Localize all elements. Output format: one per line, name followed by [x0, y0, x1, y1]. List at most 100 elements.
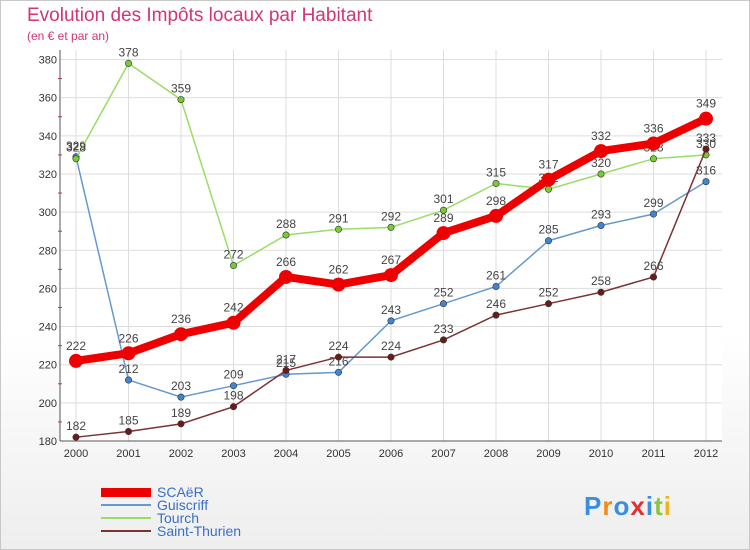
data-point-sca-r [594, 144, 608, 159]
data-point-sca-r [121, 346, 136, 361]
data-label-sca-r: 226 [118, 331, 138, 345]
data-point-saint-thurien [334, 353, 342, 361]
data-label-saint-thurien: 224 [381, 339, 401, 353]
x-tick-label: 2004 [274, 448, 298, 460]
data-point-tourch [177, 96, 185, 104]
data-point-sca-r [69, 353, 83, 368]
logo-letter: x [630, 491, 646, 521]
y-tick-label: 220 [39, 360, 57, 372]
data-label-sca-r: 262 [328, 263, 348, 277]
data-label-tourch: 328 [66, 141, 86, 155]
data-point-sca-r [489, 208, 503, 223]
data-label-sca-r: 349 [696, 97, 716, 111]
data-label-tourch: 315 [486, 166, 506, 180]
data-point-saint-thurien [597, 288, 605, 296]
data-point-guiscriff [492, 283, 500, 291]
data-point-guiscriff [334, 368, 342, 376]
data-label-guiscriff: 261 [486, 269, 506, 283]
data-label-tourch: 320 [591, 156, 611, 170]
data-label-sca-r: 266 [276, 255, 296, 269]
data-label-saint-thurien: 217 [276, 352, 296, 366]
legend-swatch [101, 504, 151, 506]
data-point-sca-r [226, 315, 241, 330]
logo-letter: i [645, 491, 655, 521]
data-point-saint-thurien [387, 353, 395, 361]
x-tick-label: 2008 [484, 448, 508, 460]
y-tick-label: 240 [39, 322, 57, 334]
legend-item: SCAëR [101, 484, 204, 500]
data-point-saint-thurien [72, 433, 80, 441]
data-label-saint-thurien: 252 [538, 286, 558, 300]
x-tick-label: 2009 [536, 448, 560, 460]
data-label-sca-r: 336 [643, 121, 663, 135]
legend-swatch [101, 517, 151, 519]
data-point-guiscriff [439, 300, 447, 308]
data-label-tourch: 288 [276, 217, 296, 231]
data-point-tourch [230, 262, 238, 270]
y-tick-label: 320 [39, 169, 57, 181]
y-tick-label: 200 [39, 398, 57, 410]
data-label-saint-thurien: 233 [433, 322, 453, 336]
data-label-tourch: 359 [171, 82, 191, 96]
data-label-guiscriff: 215 [276, 356, 296, 370]
data-label-sca-r: 242 [223, 301, 243, 315]
x-tick-label: 2002 [169, 448, 193, 460]
x-tick-label: 2003 [221, 448, 245, 460]
data-label-tourch: 272 [223, 248, 243, 262]
data-label-sca-r: 332 [591, 129, 611, 143]
data-label-sca-r: 289 [433, 211, 453, 225]
data-label-guiscriff: 285 [538, 223, 558, 237]
data-point-tourch [334, 225, 342, 233]
data-point-saint-thurien [702, 145, 710, 153]
data-point-guiscriff [597, 221, 605, 229]
data-label-guiscriff: 252 [433, 286, 453, 300]
y-tick-label: 180 [39, 436, 57, 448]
data-point-saint-thurien [492, 311, 500, 319]
y-tick-label: 380 [39, 55, 57, 67]
data-point-guiscriff [649, 210, 657, 218]
data-point-saint-thurien [230, 403, 238, 411]
data-point-guiscriff [230, 382, 238, 390]
data-point-guiscriff [387, 317, 395, 325]
logo-letter: t [654, 491, 664, 521]
legend-label: SCAëR [157, 484, 204, 500]
data-label-tourch: 292 [381, 209, 401, 223]
data-label-guiscriff: 316 [696, 164, 716, 178]
data-point-saint-thurien [439, 336, 447, 344]
data-point-tourch [492, 180, 500, 188]
data-point-sca-r [646, 136, 661, 151]
x-tick-label: 2012 [694, 448, 718, 460]
legend-label: Guiscriff [157, 497, 209, 513]
x-tick-label: 2011 [642, 448, 666, 460]
legend-label: Saint-Thurien [157, 523, 242, 539]
data-point-sca-r [436, 226, 451, 241]
data-point-sca-r [384, 268, 398, 283]
legend-item: Guiscriff [101, 497, 209, 513]
legend-label: Tourch [157, 510, 200, 526]
data-label-guiscriff: 299 [643, 196, 663, 210]
data-label-saint-thurien: 333 [696, 131, 716, 145]
data-point-saint-thurien [177, 420, 185, 428]
data-label-sca-r: 222 [66, 339, 86, 353]
data-label-sca-r: 298 [486, 194, 506, 208]
y-tick-label: 260 [39, 283, 57, 295]
chart-subtitle: (en € et par an) [27, 29, 110, 43]
y-tick-label: 360 [39, 93, 57, 105]
data-point-tourch [72, 155, 80, 163]
data-point-guiscriff [125, 376, 133, 384]
data-point-tourch [282, 231, 290, 239]
data-point-tourch [439, 206, 447, 214]
x-tick-label: 2000 [64, 448, 88, 460]
proxiti-logo: Proxiti [584, 491, 672, 522]
legend-item: Saint-Thurien [101, 523, 242, 539]
data-point-saint-thurien [282, 366, 290, 374]
legend-item: Tourch [101, 510, 200, 526]
data-point-tourch [387, 223, 395, 231]
chart-title: Evolution des Impôts locaux par Habitant [27, 5, 373, 26]
data-label-saint-thurien: 198 [223, 389, 243, 403]
data-label-guiscriff: 203 [171, 379, 191, 393]
data-point-tourch [544, 185, 552, 193]
data-point-guiscriff [544, 237, 552, 245]
legend-swatch [101, 487, 151, 497]
